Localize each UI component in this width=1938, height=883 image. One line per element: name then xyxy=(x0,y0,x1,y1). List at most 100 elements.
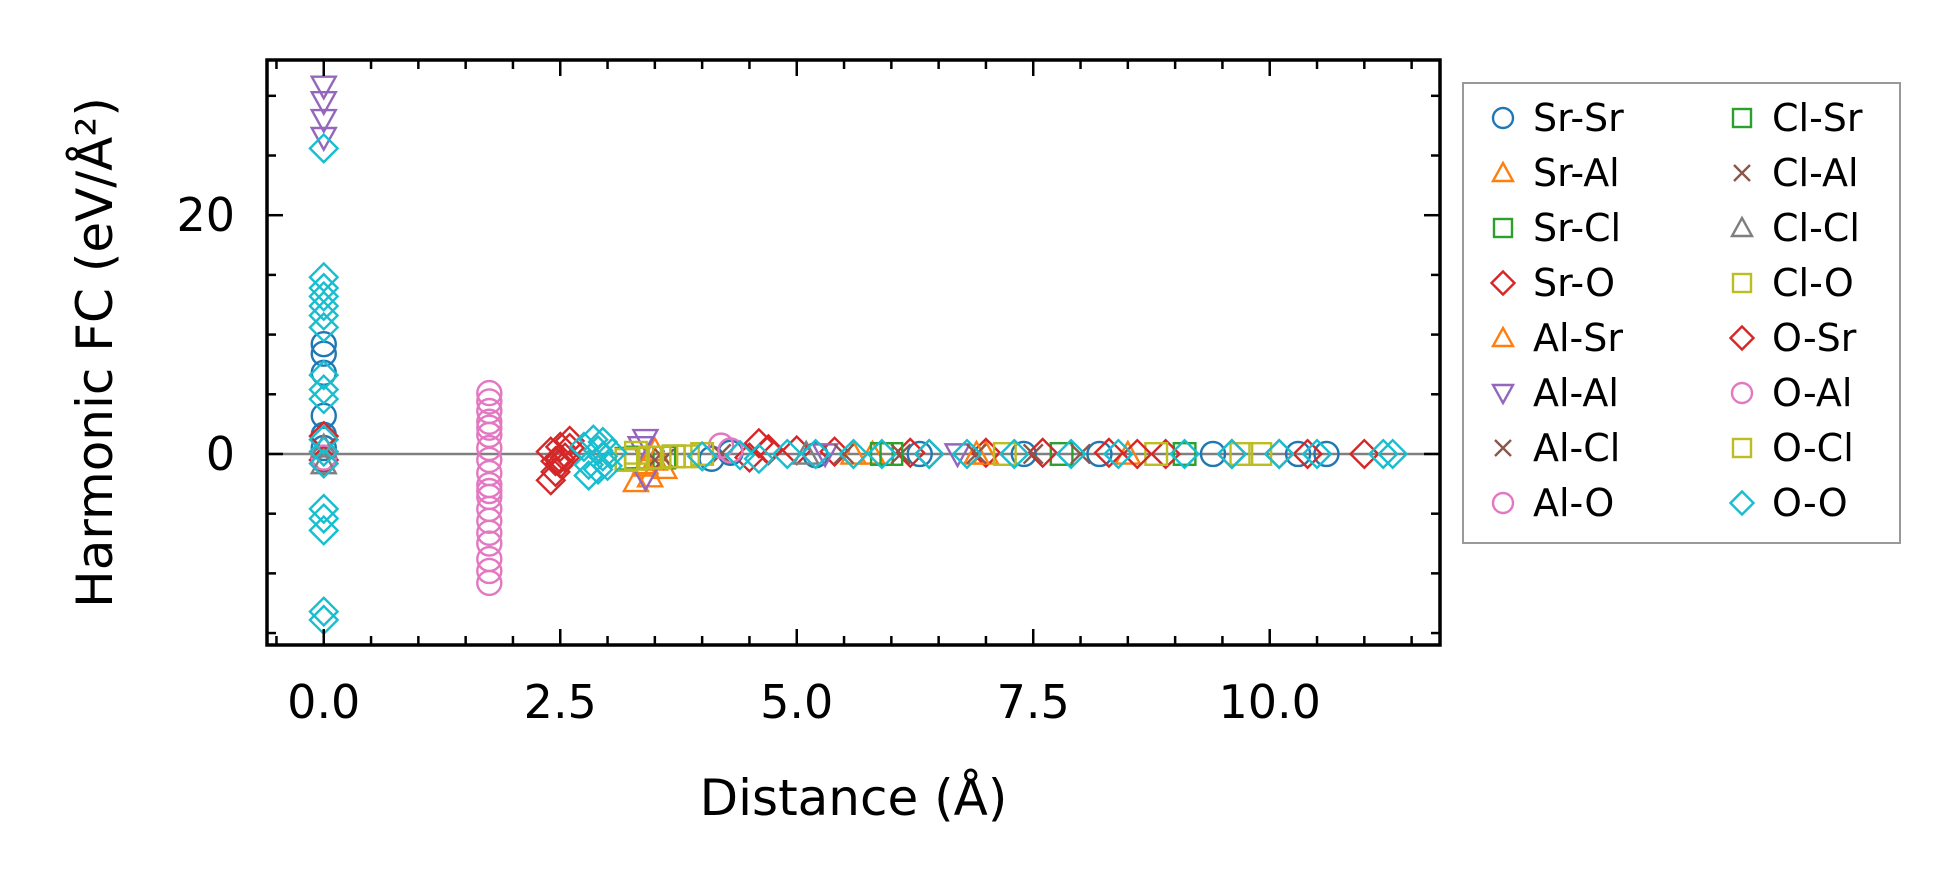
data-point xyxy=(1049,441,1074,466)
data-point xyxy=(1144,441,1169,466)
legend-marker xyxy=(1733,164,1751,182)
legend-entry: Al-O xyxy=(1491,481,1614,525)
data-point xyxy=(838,438,869,470)
plot-frame xyxy=(265,58,1442,647)
legend-label: Cl-Cl xyxy=(1772,206,1860,250)
legend-label: Al-Sr xyxy=(1533,316,1623,360)
data-point xyxy=(962,439,991,465)
data-point xyxy=(308,424,340,456)
legend-marker xyxy=(1491,106,1515,130)
series-O-Cl xyxy=(623,441,1273,471)
legend-entry: Sr-Sr xyxy=(1491,96,1624,140)
data-point xyxy=(943,443,972,469)
x-tick-label: 7.5 xyxy=(997,675,1070,729)
data-point xyxy=(743,427,775,459)
data-point xyxy=(1216,438,1248,470)
data-point xyxy=(544,443,576,475)
data-point xyxy=(308,272,340,304)
series-Al-O xyxy=(310,379,744,597)
data-point xyxy=(310,330,337,358)
x-tick-label: 2.5 xyxy=(524,675,597,729)
data-point xyxy=(1102,438,1134,470)
data-point xyxy=(686,440,718,472)
series-Al-Al xyxy=(309,75,972,493)
legend-entry: Al-Sr xyxy=(1490,316,1623,360)
legend-entry: Cl-Sr xyxy=(1731,96,1863,140)
data-point xyxy=(1022,443,1044,465)
data-point xyxy=(717,437,744,464)
legend-label: Sr-Sr xyxy=(1533,96,1624,140)
legend-entry: Cl-O xyxy=(1731,261,1854,305)
data-point xyxy=(771,438,803,470)
data-point xyxy=(476,569,503,597)
legend-label: Sr-Al xyxy=(1533,151,1620,195)
legend-entry: Cl-Al xyxy=(1733,151,1859,195)
legend-entry: Sr-O xyxy=(1489,261,1615,305)
data-point xyxy=(476,414,503,441)
data-point xyxy=(476,507,503,535)
data-point xyxy=(913,438,945,470)
data-point xyxy=(743,443,775,475)
data-point xyxy=(308,448,340,480)
legend-label: O-Cl xyxy=(1772,426,1854,470)
data-point xyxy=(966,443,987,465)
data-point xyxy=(1248,441,1273,466)
data-point xyxy=(308,132,340,164)
data-point xyxy=(1086,440,1113,468)
data-point xyxy=(833,443,855,465)
data-point xyxy=(1263,438,1295,470)
legend-marker xyxy=(1728,489,1756,517)
legend-label: Al-O xyxy=(1533,481,1614,525)
data-point xyxy=(866,438,898,470)
data-point xyxy=(573,449,605,481)
data-point xyxy=(1377,438,1409,470)
data-point xyxy=(623,446,648,471)
data-point xyxy=(476,477,503,505)
data-point xyxy=(308,383,340,415)
legend-entry: Cl-Cl xyxy=(1729,206,1860,250)
data-point xyxy=(1027,437,1059,469)
data-point xyxy=(675,444,700,469)
legend-marker xyxy=(1494,439,1512,457)
legend-entry: Sr-Cl xyxy=(1492,206,1621,250)
legend-marker xyxy=(1492,217,1514,239)
data-point xyxy=(890,443,912,465)
legend-entry: Al-Cl xyxy=(1494,426,1620,470)
data-point xyxy=(308,374,340,406)
data-point xyxy=(1229,441,1254,466)
legend-label: Cl-Sr xyxy=(1772,96,1863,140)
legend-marker xyxy=(1730,381,1754,405)
legend-entry: O-O xyxy=(1728,481,1848,525)
plot-area xyxy=(267,75,1440,636)
data-point xyxy=(476,530,503,557)
data-point xyxy=(1313,440,1340,468)
data-point xyxy=(1367,438,1399,470)
data-point xyxy=(476,557,503,585)
x-axis-title: Distance (Å) xyxy=(700,769,1008,827)
data-point xyxy=(476,388,503,415)
legend-marker xyxy=(1490,325,1516,348)
data-point xyxy=(800,438,832,470)
legend-marker xyxy=(1490,383,1516,406)
data-point xyxy=(998,438,1030,470)
data-point xyxy=(549,442,581,474)
data-point xyxy=(1070,443,1091,465)
data-point xyxy=(308,493,340,525)
legend-label: Al-Cl xyxy=(1533,426,1620,470)
series-O-O xyxy=(308,132,1409,636)
legend-marker xyxy=(1731,272,1753,294)
y-axis-title: Harmonic FC (eV/Å²) xyxy=(66,97,124,608)
legend-marker xyxy=(1728,324,1756,352)
y-tick-label: 20 xyxy=(176,188,235,242)
data-point xyxy=(951,438,983,470)
legend-label: Sr-O xyxy=(1533,261,1615,305)
legend-label: O-O xyxy=(1772,481,1848,525)
data-point xyxy=(308,502,340,534)
data-point xyxy=(309,126,338,153)
data-point xyxy=(1199,440,1227,468)
legend-label: O-Sr xyxy=(1772,316,1857,360)
legend-label: O-Al xyxy=(1772,371,1852,415)
data-point xyxy=(308,299,340,331)
legend-label: Al-Al xyxy=(1533,371,1619,415)
